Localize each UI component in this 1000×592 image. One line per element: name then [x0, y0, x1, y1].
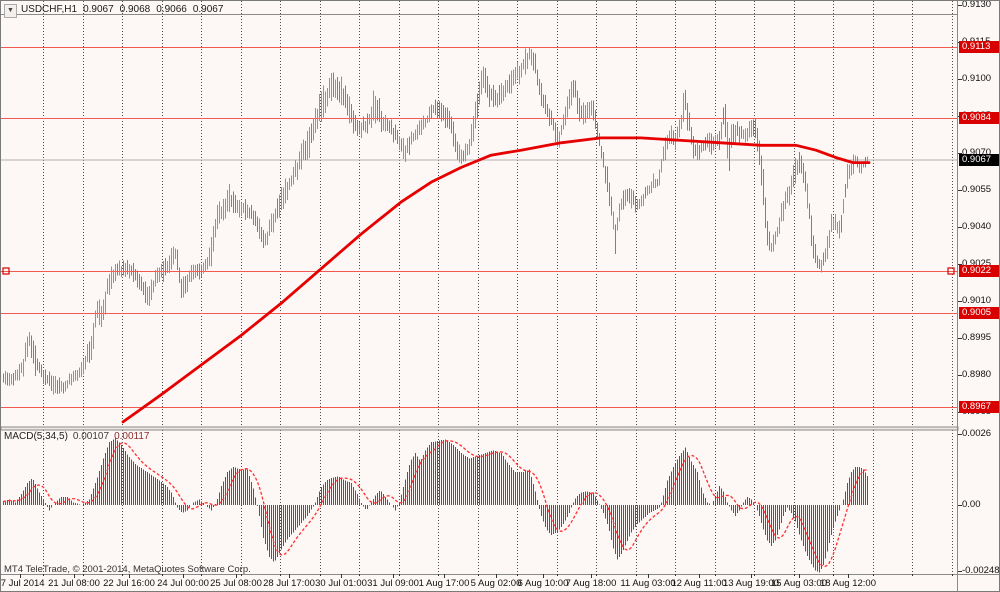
indicator-name: MACD(5,34,5)	[4, 431, 68, 442]
price-tick-label: 0.9070	[962, 146, 992, 158]
price-tick-label: 0.8995	[962, 331, 992, 343]
time-tick-label: 5 Aug 02:00	[470, 578, 522, 589]
level-price-badge: 0.8967	[959, 401, 999, 414]
indicator-label: MACD(5,34,5) 0.00107 0.00117	[4, 431, 149, 442]
macd-tick-label: -0.00248	[962, 565, 1000, 576]
time-tick-label: 7 Aug 18:00	[565, 578, 617, 589]
level-price-badge: 0.9084	[959, 112, 999, 125]
time-tick-label: 25 Jul 08:00	[210, 578, 262, 589]
price-tick-label: 0.9025	[962, 257, 992, 269]
time-tick-label: 11 Aug 03:00	[620, 578, 676, 589]
quote-low: 0.9066	[156, 4, 187, 15]
quote-close: 0.9067	[192, 4, 224, 15]
level-price-badge: 0.9005	[959, 307, 999, 320]
vertical-gridlines-main	[43, 1, 953, 427]
quote-open: 0.9067	[83, 4, 114, 15]
level-handle-right[interactable]	[947, 267, 955, 275]
time-tick-label: 1 Aug 17:00	[418, 578, 470, 589]
price-tick-label: 0.9055	[962, 183, 992, 195]
time-tick-label: 18 Aug 12:00	[820, 578, 876, 589]
symbol-name: USDCHF,H1	[20, 4, 78, 15]
chevron-down-icon[interactable]: ▼	[4, 4, 17, 18]
time-tick-label: 21 Jul 08:00	[48, 578, 100, 589]
time-tick-label: 24 Jul 00:00	[157, 578, 209, 589]
level-price-badge: 0.9022	[959, 265, 999, 278]
indicator-value-signal: 0.00117	[114, 431, 150, 442]
macd-signal-line	[2, 440, 868, 568]
price-tick-label: 0.9130	[962, 0, 992, 10]
moving-average-line	[121, 136, 871, 424]
time-tick-label: 22 Jul 16:00	[103, 578, 155, 589]
time-tick-label: 31 Jul 09:00	[367, 578, 419, 589]
macd-histogram	[2, 438, 869, 573]
panel-splitter[interactable]	[1, 426, 959, 431]
price-tick-label: 0.9100	[962, 72, 992, 84]
current-price-badge: 0.9067	[959, 154, 999, 167]
price-bars-up	[4, 47, 869, 395]
time-tick-label: 13 Aug 19:00	[723, 578, 779, 589]
symbol-ohlc-label: ▼ USDCHF,H1 0.9067 0.9068 0.9066 0.9067	[4, 4, 224, 18]
time-tick-label: 12 Aug 11:00	[671, 578, 727, 589]
price-tick-label: 0.9040	[962, 220, 992, 232]
copyright-label: MT4 TeleTrade, © 2001-2014, MetaQuotes S…	[4, 564, 251, 575]
price-bars-down	[2, 52, 867, 395]
price-tick-label: 0.8980	[962, 369, 992, 380]
level-handle-left[interactable]	[2, 267, 10, 275]
macd-tick-label: 0.00	[962, 499, 981, 510]
price-tick-label: 0.9010	[962, 294, 992, 306]
axis-tick-marks	[20, 5, 962, 578]
quote-high: 0.9068	[119, 4, 151, 15]
indicator-value-macd: 0.00107	[72, 431, 110, 442]
time-tick-label: 30 Jul 01:00	[315, 578, 367, 589]
level-price-badge: 0.9113	[959, 40, 999, 53]
time-tick-label: 6 Aug 10:00	[517, 578, 569, 589]
time-tick-label: 28 Jul 17:00	[263, 578, 315, 589]
time-tick-label: 15 Aug 03:00	[771, 578, 827, 589]
macd-tick-label: 0.0026	[962, 428, 992, 439]
time-tick-label: 17 Jul 2014	[0, 578, 45, 589]
